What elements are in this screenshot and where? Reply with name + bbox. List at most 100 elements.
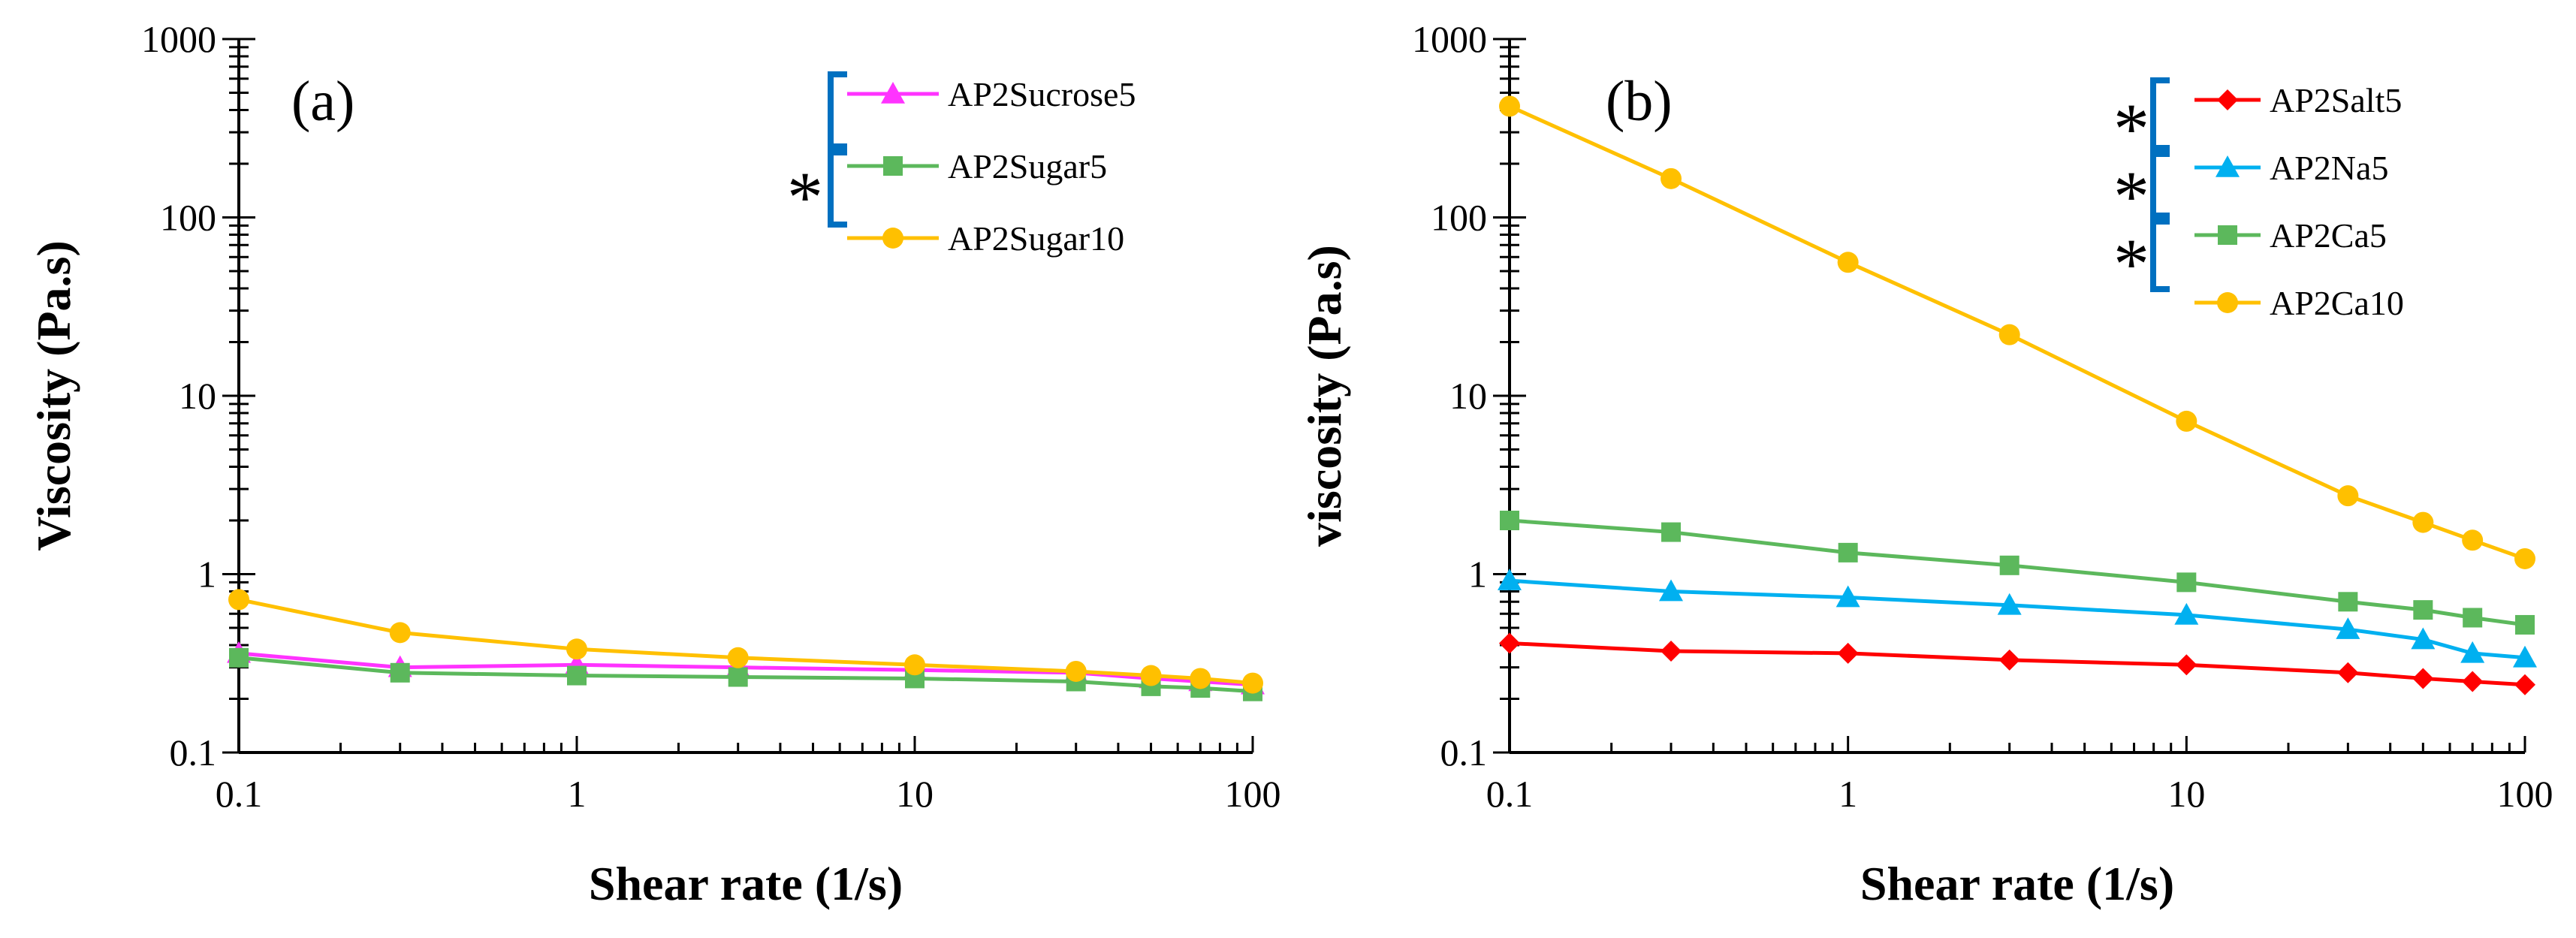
chart-b-series-line-AP2Na5 — [1509, 578, 2526, 660]
chart-a-point-AP2Sugar5 — [229, 647, 249, 668]
chart-a-significance-bracket — [828, 71, 847, 155]
chart-a-legend-label: AP2Sugar5 — [948, 147, 1107, 185]
chart-b-point-AP2Ca10 — [2514, 547, 2535, 569]
chart-b-legend-label: AP2Salt5 — [2270, 81, 2402, 119]
chart-b-point-AP2Na5 — [2411, 627, 2436, 650]
chart-b-point-AP2Ca10 — [1499, 95, 1520, 117]
chart-b-legend-marker-AP2Salt5 — [2217, 89, 2238, 110]
chart-a-point-AP2Sugar5 — [567, 665, 587, 686]
chart-b-point-AP2Na5 — [1997, 593, 2022, 615]
chart-b-ytick-label: 1000 — [1412, 18, 1487, 60]
chart-a-legend-label: AP2Sucrose5 — [948, 75, 1136, 113]
chart-a-legend-marker-AP2Sugar10 — [882, 228, 903, 249]
chart-a-point-AP2Sugar10 — [228, 589, 249, 611]
chart-b-point-AP2Salt5 — [1499, 632, 1520, 654]
chart-b-significance-bracket — [2150, 77, 2170, 157]
chart-a-panel-label: (a) — [291, 70, 354, 133]
chart-b-point-AP2Na5 — [2460, 641, 2485, 663]
chart-b-point-AP2Salt5 — [1837, 642, 1859, 664]
chart-b-legend-marker-AP2Na5 — [2216, 155, 2240, 177]
chart-b-significance-asterisk: * — [2113, 156, 2149, 237]
chart-b-point-AP2Na5 — [2513, 645, 2537, 668]
chart-a-point-AP2Sugar10 — [727, 647, 749, 668]
chart-b-point-AP2Ca5 — [1661, 522, 1682, 542]
chart-b-point-AP2Ca5 — [1500, 511, 1519, 531]
chart-b-significance-asterisk: * — [2113, 89, 2149, 169]
chart-b-point-AP2Ca5 — [2338, 592, 2358, 612]
chart-b-point-AP2Salt5 — [2514, 674, 2535, 695]
chart-a-point-AP2Sugar5 — [728, 667, 748, 687]
chart-b-point-AP2Ca10 — [2337, 485, 2359, 507]
chart-a-point-AP2Sugar10 — [1190, 668, 1211, 689]
chart-b-point-AP2Ca5 — [2463, 608, 2483, 628]
chart-b-legend-label: AP2Ca10 — [2270, 284, 2404, 322]
chart-a-point-AP2Sugar5 — [390, 662, 410, 683]
chart-b-point-AP2Na5 — [1659, 579, 1684, 602]
chart-b-point-AP2Ca10 — [1998, 324, 2020, 345]
chart-b-ytick-label: 1 — [1468, 553, 1487, 596]
chart-b-point-AP2Ca10 — [1837, 252, 1859, 273]
chart-a-xtick-label: 0.1 — [216, 773, 263, 815]
chart-b-legend-marker-AP2Ca5 — [2218, 225, 2237, 245]
chart-a-legend-marker-AP2Sugar5 — [883, 156, 903, 176]
chart-b-legend-label: AP2Na5 — [2270, 149, 2388, 187]
chart-b-point-AP2Ca5 — [2515, 614, 2535, 635]
chart-b-point-AP2Na5 — [2336, 617, 2360, 639]
chart-b-point-AP2Salt5 — [1998, 649, 2020, 671]
chart-b-xtick-label: 0.1 — [1486, 773, 1534, 815]
chart-a-significance-asterisk: * — [787, 157, 823, 237]
chart-a-ytick-label: 1 — [198, 553, 216, 596]
chart-a-ytick-label: 100 — [160, 197, 216, 239]
chart-a-xtick-label: 1 — [568, 773, 587, 815]
chart-b-xtick-label: 100 — [2497, 773, 2553, 815]
chart-b: 0.1 1 10 100 1000 0.1 1 10 100 Shear rate (1/s) vi… — [1298, 18, 2553, 910]
chart-b-ytick-label: 0.1 — [1440, 731, 1488, 774]
chart-b-point-AP2Ca5 — [2176, 572, 2197, 593]
chart-b-point-AP2Ca10 — [2176, 410, 2197, 432]
chart-b-point-AP2Salt5 — [2337, 662, 2359, 683]
chart-b-point-AP2Na5 — [1835, 585, 1860, 608]
chart-a-point-AP2Sugar10 — [389, 622, 411, 644]
chart-b-legend-marker-AP2Ca10 — [2217, 292, 2238, 313]
chart-a: 0.1 1 10 100 1000 0.1 1 10 100 Shear rate (1/s) Vi… — [27, 18, 1281, 910]
chart-b-point-AP2Ca10 — [2412, 511, 2434, 533]
chart-a-point-AP2Sugar10 — [1140, 665, 1162, 686]
chart-b-point-AP2Ca5 — [1838, 542, 1858, 562]
chart-b-panel-label: (b) — [1606, 70, 1673, 133]
chart-b-point-AP2Ca10 — [1661, 167, 1682, 189]
chart-b-significance-bracket — [2150, 213, 2170, 292]
chart-b-point-AP2Salt5 — [2462, 671, 2484, 692]
chart-a-point-AP2Sugar10 — [566, 638, 587, 660]
chart-a-point-AP2Sugar10 — [1242, 672, 1263, 694]
chart-a-xtick-label: 100 — [1225, 773, 1281, 815]
chart-b-ytick-label: 100 — [1431, 197, 1487, 239]
chart-a-ytick-label: 10 — [179, 375, 216, 417]
chart-a-point-AP2Sugar10 — [1065, 660, 1087, 682]
chart-a-legend-marker-AP2Sucrose5 — [881, 82, 905, 104]
chart-b-point-AP2Ca10 — [2462, 529, 2484, 551]
chart-a-y-axis-title: Viscosity (Pa.s) — [27, 240, 80, 551]
chart-b-point-AP2Salt5 — [2412, 668, 2434, 689]
chart-b-series-line-AP2Salt5 — [1509, 641, 2526, 687]
chart-b-x-axis-title: Shear rate (1/s) — [1860, 857, 2174, 910]
chart-b-y-axis-title: viscosity (Pa.s) — [1298, 245, 1351, 547]
chart-b-point-AP2Ca5 — [2413, 600, 2433, 620]
chart-b-significance-asterisk: * — [2113, 224, 2149, 304]
chart-a-xtick-label: 10 — [896, 773, 934, 815]
chart-b-legend-label: AP2Ca5 — [2270, 216, 2387, 255]
chart-b-point-AP2Na5 — [2174, 602, 2199, 625]
chart-a-ytick-label: 0.1 — [170, 731, 217, 774]
chart-b-significance-bracket — [2150, 145, 2170, 225]
chart-b-point-AP2Salt5 — [1661, 641, 1682, 662]
chart-b-point-AP2Ca5 — [1999, 555, 2019, 575]
chart-b-xtick-label: 10 — [2167, 773, 2205, 815]
chart-a-x-axis-title: Shear rate (1/s) — [589, 857, 903, 910]
chart-a-significance-bracket — [828, 143, 847, 228]
chart-b-point-AP2Na5 — [1498, 569, 1522, 590]
chart-a-point-AP2Sugar10 — [904, 654, 925, 676]
chart-a-legend-label: AP2Sugar10 — [948, 219, 1124, 258]
chart-a-ytick-label: 1000 — [141, 18, 216, 60]
chart-b-ytick-label: 10 — [1449, 375, 1487, 417]
chart-b-xtick-label: 1 — [1838, 773, 1857, 815]
